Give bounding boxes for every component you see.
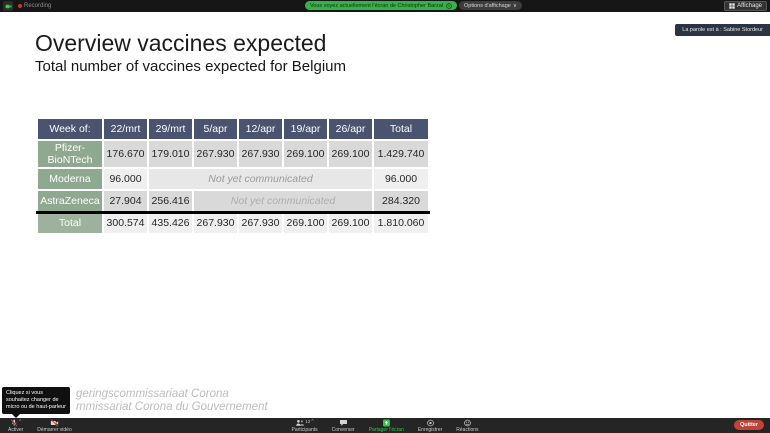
not-communicated-cell: Not yet communicated: [192, 189, 374, 214]
slide-watermark: geringscommissariaat Corona mmissariat C…: [76, 388, 268, 414]
active-speaker-banner: La parole est à : Sabine Stordeur: [675, 24, 770, 36]
col-header-total: Total: [372, 117, 430, 141]
display-view-button[interactable]: Affichage: [724, 1, 767, 11]
share-screen-label: Partager l'écran: [368, 427, 404, 433]
col-header: 12/apr: [237, 117, 284, 141]
col-header: 22/mrt: [102, 117, 149, 141]
table-cell: 27.904: [102, 189, 149, 214]
table-cell: 267.930: [237, 210, 284, 236]
audio-settings-tooltip: Cliquez si vous souhaitez changer de mic…: [2, 387, 70, 418]
table-cell: 300.574: [102, 210, 149, 236]
zoom-app-icon: [3, 1, 13, 11]
slide-subtitle: Total number of vaccines expected for Be…: [35, 58, 346, 75]
table-cell: 96.000: [102, 167, 149, 192]
table-cell: 269.100: [282, 138, 329, 170]
start-video-button[interactable]: Démarrer vidéo: [37, 419, 72, 433]
vaccines-expected-table: Week of: 22/mrt 29/mrt 5/apr 12/apr 19/a…: [36, 117, 430, 236]
share-screen-icon: [382, 419, 390, 427]
table-cell-total: 1.429.740: [372, 138, 430, 170]
chevron-down-icon: ∨: [512, 2, 517, 9]
row-label: Pfizer-BioNTech: [36, 138, 104, 170]
microphone-muted-icon: [10, 419, 18, 427]
table-cell: 269.100: [282, 210, 329, 236]
share-screen-button[interactable]: Partager l'écran: [369, 419, 404, 433]
smiley-reactions-icon: [464, 419, 471, 427]
col-header: 26/apr: [327, 117, 374, 141]
view-options-button[interactable]: Options d'affichage ∨: [459, 1, 522, 10]
row-label-total: Total: [36, 210, 104, 236]
participants-icon: [296, 419, 304, 426]
recording-dot-icon: [18, 4, 22, 8]
chat-label: Converser: [331, 427, 355, 433]
leave-meeting-button[interactable]: Quitter: [733, 420, 764, 430]
table-cell: 179.010: [147, 138, 194, 170]
start-video-label: Démarrer vidéo: [37, 427, 72, 433]
watermark-line: mmissariat Corona du Gouvernement: [76, 401, 268, 413]
participants-button[interactable]: 12 ^ Participants: [291, 419, 317, 433]
table-cell-total: 96.000: [372, 167, 430, 192]
display-button-label: Affichage: [737, 3, 762, 9]
meeting-toolbar: ^ Activer Démarrer vidéo 12 ^ Participan…: [0, 418, 770, 433]
chat-button[interactable]: Converser: [332, 419, 355, 433]
table-cell-total: 284.320: [372, 189, 430, 214]
chevron-up-icon[interactable]: ^: [18, 419, 22, 425]
meeting-top-bar: Recording Vous voyez actuellement l'écra…: [0, 0, 770, 12]
view-options-label: Options d'affichage: [464, 2, 511, 9]
table-header-row: Week of: 22/mrt 29/mrt 5/apr 12/apr 19/a…: [36, 117, 430, 141]
shared-screen-area: La parole est à : Sabine Stordeur Overvi…: [0, 12, 770, 418]
table-row-pfizer: Pfizer-BioNTech 176.670 179.010 267.930 …: [36, 138, 430, 170]
chevron-up-icon[interactable]: ^: [311, 419, 314, 425]
unmute-label: Activer: [8, 427, 24, 433]
col-header-week-of: Week of:: [36, 117, 104, 141]
record-icon: [426, 419, 434, 427]
row-label: Moderna: [36, 167, 104, 192]
table-cell: 435.426: [147, 210, 194, 236]
reactions-button[interactable]: Réactions: [456, 419, 479, 433]
table-row-total: Total 300.574 435.426 267.930 267.930 26…: [36, 210, 430, 236]
grid-view-icon: [729, 3, 735, 9]
table-cell: 269.100: [327, 210, 374, 236]
record-button[interactable]: Enregistrer: [418, 419, 442, 433]
table-cell-grand-total: 1.810.060: [372, 210, 430, 236]
table-cell: 267.930: [237, 138, 284, 170]
row-label: AstraZeneca: [36, 189, 104, 214]
info-icon: [446, 2, 452, 9]
slide-title: Overview vaccines expected: [35, 30, 327, 56]
recording-label: Recording: [24, 3, 52, 9]
table-cell: 267.930: [192, 138, 239, 170]
screen-share-banner: Vous voyez actuellement l'écran de Chris…: [305, 1, 457, 10]
col-header: 5/apr: [192, 117, 239, 141]
participants-label: Participants: [291, 427, 318, 433]
video-camera-icon: [5, 4, 11, 8]
unmute-button[interactable]: ^ Activer: [8, 419, 23, 433]
participants-count: 12: [305, 419, 311, 424]
table-cell: 256.416: [147, 189, 194, 214]
chat-bubble-icon: [339, 420, 347, 426]
video-off-icon: [50, 419, 59, 427]
reactions-label: Réactions: [456, 427, 479, 433]
col-header: 29/mrt: [147, 117, 194, 141]
table-row-moderna: Moderna 96.000 Not yet communicated 96.0…: [36, 167, 430, 192]
watermark-line: geringscommissariaat Corona: [76, 388, 229, 400]
share-banner-text: Vous voyez actuellement l'écran de Chris…: [309, 2, 444, 9]
col-header: 19/apr: [282, 117, 329, 141]
record-label: Enregistrer: [417, 427, 443, 433]
recording-indicator: Recording: [18, 3, 51, 9]
table-cell: 269.100: [327, 138, 374, 170]
table-row-astrazeneca: AstraZeneca 27.904 256.416 Not yet commu…: [36, 189, 430, 214]
table-cell: 176.670: [102, 138, 149, 170]
table-cell: 267.930: [192, 210, 239, 236]
not-communicated-cell: Not yet communicated: [147, 167, 374, 192]
